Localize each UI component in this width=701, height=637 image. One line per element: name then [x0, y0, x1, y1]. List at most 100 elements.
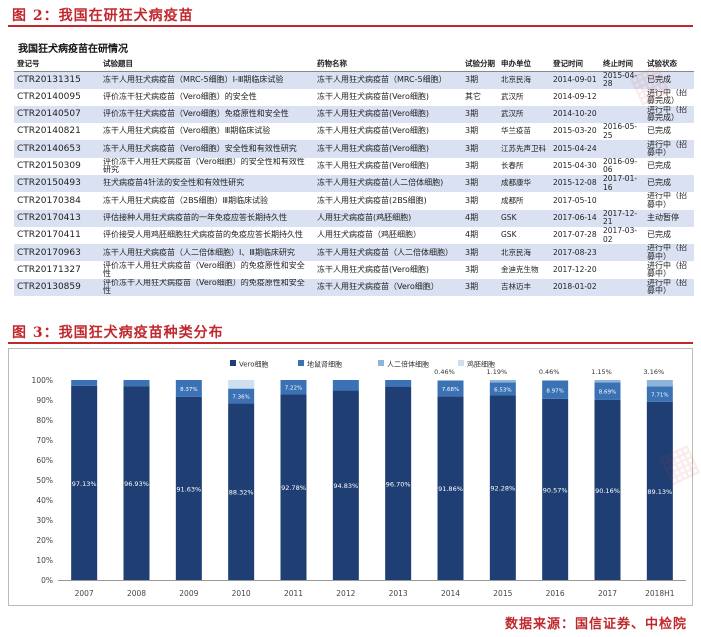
- data-label: 8.97%: [546, 388, 563, 394]
- column-header: 试验分期: [462, 56, 498, 72]
- data-label: 96.93%: [124, 480, 149, 488]
- bar-segment: [228, 388, 255, 404]
- bar-segment: [332, 390, 359, 580]
- bar-segment: [646, 380, 673, 387]
- data-label: 0.46%: [539, 368, 560, 376]
- bar-segment: [437, 380, 464, 381]
- table-cell: 评价接受人用鸡胚细胞狂犬病疫苗的免疫应答长期持久性: [103, 230, 303, 240]
- data-label: 7.36%: [232, 395, 249, 401]
- bar-segment: [646, 401, 673, 580]
- data-label: 89.13%: [647, 488, 672, 496]
- table-cell: 成都所: [501, 195, 524, 205]
- table-cell: 评价冻干人用狂犬病疫苗（Vero细胞）的安全性和有效性研究: [103, 157, 305, 175]
- data-label: 90.57%: [543, 486, 568, 494]
- table-row: CTR20130859 评价冻干人用狂犬病疫苗（Vero细胞）的免疫原性和安全性冻…: [14, 278, 694, 297]
- x-tick-label: 2011: [284, 589, 303, 598]
- trials-table: 登记号 试验题目 药物名称 试验分期 申办单位 登记时间 终止时间 试验状态 C…: [14, 56, 694, 297]
- table-cell: 3期: [462, 278, 498, 297]
- table-cell: 2017-12-21: [600, 209, 644, 227]
- table-cell: 冻干人用狂犬病疫苗（Vero细胞）安全性和有效性研究: [100, 140, 314, 158]
- table-cell: CTR20170411: [17, 230, 81, 241]
- data-label: 97.13%: [72, 480, 97, 488]
- data-label: 91.86%: [438, 485, 463, 493]
- bar-segment: [123, 386, 150, 580]
- bar-segment: [123, 380, 150, 387]
- data-label: 91.63%: [176, 485, 201, 493]
- table-cell: 主动暂停: [644, 209, 694, 227]
- data-label: 7.68%: [442, 387, 459, 393]
- legend-label: 地鼠肾细胞: [307, 360, 342, 369]
- table-cell: CTR20171327: [17, 264, 81, 275]
- table-cell: 进行中（招募完成）: [647, 88, 687, 106]
- table-cell: 长春所: [501, 161, 524, 171]
- table-cell: 冻干人用狂犬病疫苗(Vero细胞): [317, 91, 430, 101]
- table-cell: 2014-10-20: [550, 105, 600, 124]
- table-row: CTR20150309 评价冻干人用狂犬病疫苗（Vero细胞）的安全性和有效性研究…: [14, 158, 694, 175]
- table-cell: 人用狂犬病疫苗（鸡胚细胞）: [317, 230, 421, 240]
- table-cell: 3期: [465, 195, 479, 205]
- x-tick-label: 2016: [546, 589, 565, 598]
- bar-segment: [71, 380, 98, 386]
- table-cell: 3期: [462, 140, 498, 158]
- column-header: 登记号: [14, 56, 100, 72]
- data-label: 6.53%: [494, 387, 511, 393]
- x-tick-label: 2007: [75, 589, 94, 598]
- chart-container: Vero细胞 地鼠肾细胞 人二倍体细胞 鸡胚细胞 0% 10% 20% 30% 40% 50% 60…: [8, 348, 693, 606]
- legend-label: 鸡胚细胞: [467, 360, 495, 369]
- x-tick-label: 2008: [127, 589, 146, 598]
- y-tick-label: 100%: [32, 376, 53, 385]
- table-cell: CTR20150309: [17, 161, 81, 172]
- table-row: CTR20150493 狂犬病疫苗4针法的安全性和有效性研究 冻干人用狂犬病疫苗(人…: [14, 174, 694, 193]
- y-tick-label: 70%: [36, 436, 53, 445]
- table-cell: CTR20170413: [14, 209, 100, 227]
- table-cell: 已完成: [647, 230, 671, 240]
- table-cell: 2015-04-24: [550, 140, 600, 158]
- column-header: 试验题目: [100, 56, 314, 72]
- y-tick-label: 50%: [36, 476, 53, 485]
- table-cell: 冻干人用狂犬病疫苗(Vero细胞): [317, 126, 430, 136]
- table-cell: 冻干人用狂犬病疫苗(Vero细胞): [317, 161, 430, 171]
- table-cell: 人用狂犬病疫苗(鸡胚细胞): [314, 209, 462, 227]
- table-cell: 进行中（招募中）: [644, 140, 694, 158]
- table-row: CTR20140095 评价冻干狂犬病疫苗（Vero细胞）的安全性 冻干人用狂犬病疫…: [14, 89, 694, 106]
- table-cell: GSK: [498, 209, 550, 227]
- legend-label: Vero细胞: [239, 360, 269, 369]
- table-cell: 2018-01-02: [550, 278, 600, 297]
- table-cell: 冻干人用狂犬病疫苗（Vero细胞）: [314, 278, 462, 297]
- table-cell: 金迪克生物: [501, 264, 539, 274]
- y-tick-label: 20%: [36, 536, 53, 545]
- table-cell: [600, 140, 644, 158]
- table-cell: 2017-07-28: [553, 230, 597, 240]
- y-tick-label: 80%: [36, 416, 53, 425]
- table-cell: 冻干人用狂犬病疫苗(2BS细胞): [317, 195, 427, 205]
- bar-segment: [385, 386, 412, 580]
- table-cell: 武汉所: [501, 91, 524, 101]
- table-cell: 3期: [462, 244, 498, 262]
- data-label: 92.28%: [490, 485, 515, 493]
- bar-segment: [489, 380, 516, 383]
- table-row: CTR20170963 冻干人用狂犬病疫苗（人二倍体细胞）Ⅰ、Ⅲ期临床研究 冻干人用…: [14, 244, 694, 262]
- table-cell: 4期: [465, 230, 479, 240]
- table-cell: 2017-01-16: [600, 174, 644, 193]
- column-header: 终止时间: [600, 56, 644, 72]
- table-cell: 已完成: [644, 71, 694, 89]
- x-tick-label: 2013: [389, 589, 408, 598]
- table-row: CTR20170413 评估接种人用狂犬病疫苗的一年免疫应答长期持久性 人用狂犬病疫…: [14, 209, 694, 227]
- table-cell: CTR20140507: [14, 105, 100, 124]
- table-cell: 评价冻干狂犬病疫苗（Vero细胞）免疫原性和安全性: [100, 105, 314, 124]
- table-cell: 4期: [462, 209, 498, 227]
- table-cell: [600, 244, 644, 262]
- x-tick-label: 2018H1: [645, 589, 675, 598]
- y-tick-label: 0%: [41, 576, 53, 585]
- table-cell: 2017-08-23: [550, 244, 600, 262]
- table-cell: CTR20140653: [14, 140, 100, 158]
- legend-swatch: [230, 360, 236, 366]
- table-cell: 冻干人用狂犬病疫苗(Vero细胞): [314, 140, 462, 158]
- table-cell: 武汉所: [498, 105, 550, 124]
- table-cell: GSK: [501, 230, 517, 240]
- x-tick-label: 2017: [598, 589, 617, 598]
- table-cell: CTR20130859: [14, 278, 100, 297]
- table-cell: CTR20150493: [14, 174, 100, 193]
- table-cell: [600, 192, 644, 209]
- table-cell: 3期: [462, 105, 498, 124]
